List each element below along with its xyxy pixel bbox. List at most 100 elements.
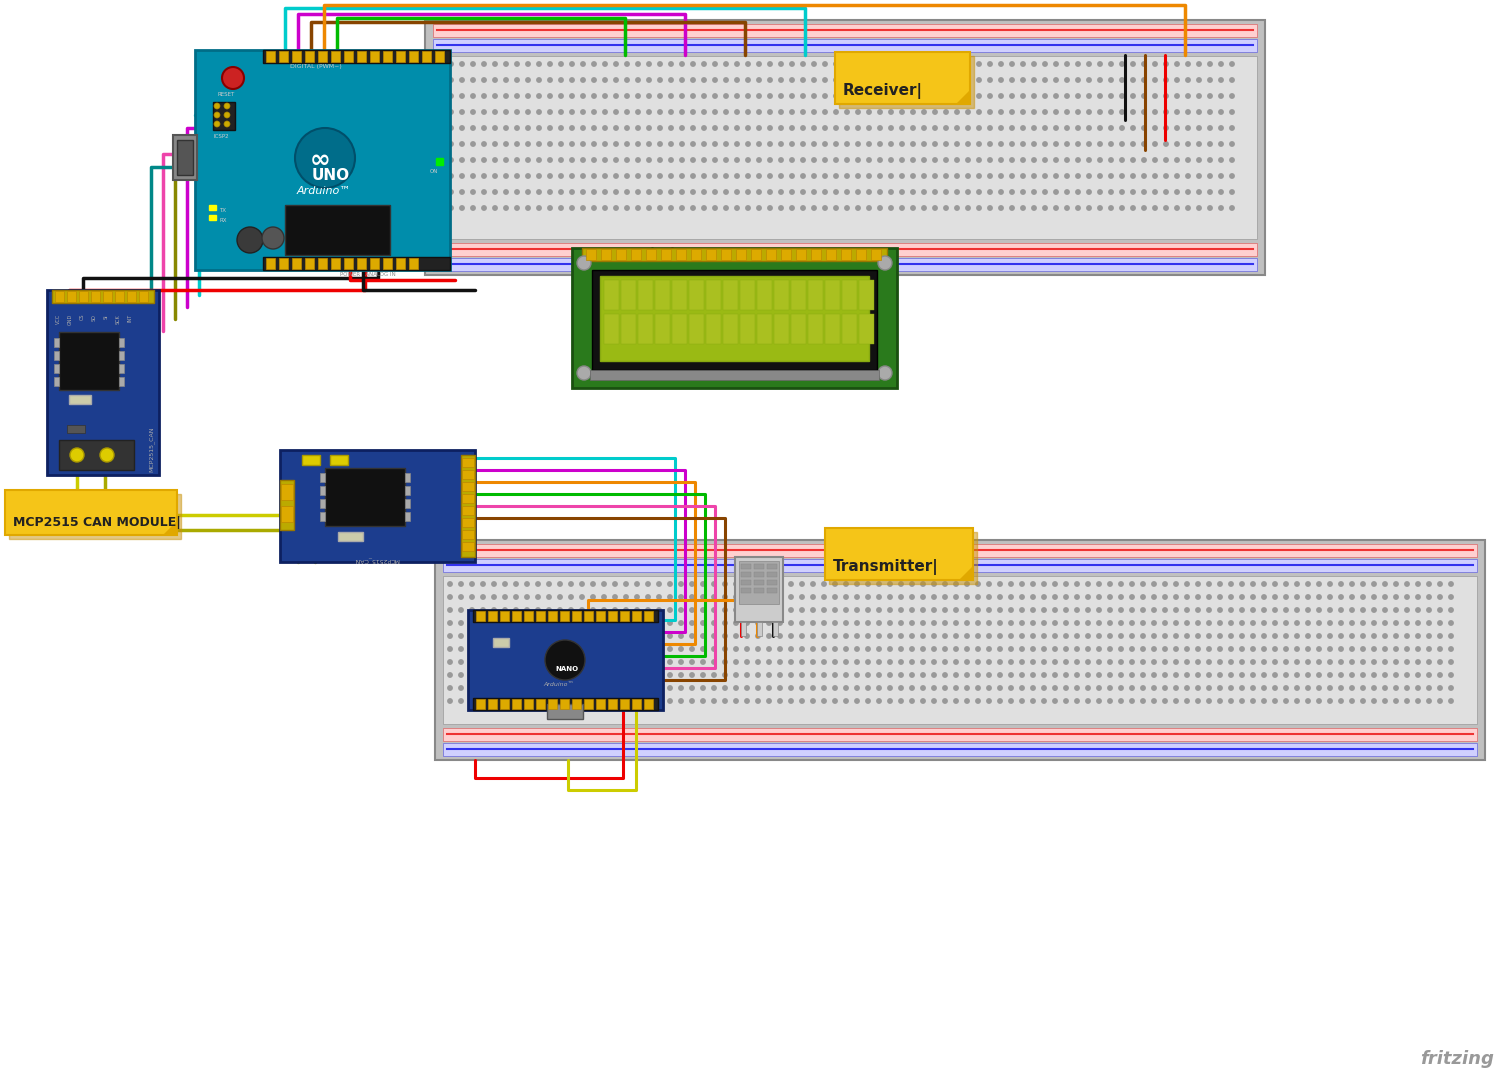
Bar	[774, 280, 789, 310]
Circle shape	[790, 158, 794, 162]
Circle shape	[778, 595, 782, 599]
Circle shape	[1108, 206, 1113, 211]
Circle shape	[503, 672, 507, 678]
Circle shape	[680, 659, 682, 664]
Circle shape	[591, 634, 596, 638]
Circle shape	[448, 174, 453, 178]
Circle shape	[680, 686, 682, 691]
Circle shape	[448, 126, 453, 130]
Circle shape	[768, 190, 772, 194]
Circle shape	[1220, 190, 1222, 194]
Circle shape	[1360, 582, 1365, 586]
Circle shape	[1262, 699, 1266, 703]
Circle shape	[898, 621, 903, 625]
Circle shape	[865, 686, 870, 691]
Circle shape	[1108, 582, 1112, 586]
Circle shape	[560, 62, 562, 67]
Circle shape	[900, 190, 904, 194]
Circle shape	[591, 686, 596, 691]
Circle shape	[1208, 634, 1210, 638]
Circle shape	[833, 699, 837, 703]
Circle shape	[956, 142, 958, 146]
Circle shape	[482, 595, 484, 599]
Circle shape	[1185, 595, 1190, 599]
Circle shape	[658, 77, 662, 83]
Circle shape	[1372, 595, 1376, 599]
Circle shape	[987, 582, 992, 586]
Circle shape	[548, 77, 552, 83]
Circle shape	[568, 699, 573, 703]
Circle shape	[944, 174, 948, 178]
Circle shape	[1142, 158, 1146, 162]
Circle shape	[657, 659, 662, 664]
Circle shape	[898, 582, 903, 586]
Circle shape	[778, 699, 782, 703]
Circle shape	[1174, 62, 1179, 67]
Circle shape	[1197, 158, 1202, 162]
Bar	[741, 622, 746, 636]
Circle shape	[1328, 582, 1332, 586]
Circle shape	[766, 699, 771, 703]
Circle shape	[954, 659, 958, 664]
Circle shape	[898, 608, 903, 612]
Circle shape	[1162, 659, 1167, 664]
Circle shape	[702, 158, 706, 162]
Circle shape	[966, 174, 970, 178]
Circle shape	[570, 62, 574, 67]
Circle shape	[1284, 634, 1288, 638]
Circle shape	[603, 126, 608, 130]
Circle shape	[614, 608, 616, 612]
Circle shape	[790, 77, 794, 83]
Circle shape	[712, 699, 716, 703]
Circle shape	[932, 621, 936, 625]
Circle shape	[900, 174, 904, 178]
Circle shape	[712, 621, 716, 625]
Bar	[118, 351, 124, 360]
Circle shape	[976, 158, 981, 162]
Circle shape	[976, 621, 980, 625]
Circle shape	[1032, 126, 1036, 130]
Circle shape	[471, 190, 476, 194]
Circle shape	[756, 672, 760, 678]
Circle shape	[921, 659, 926, 664]
Circle shape	[833, 595, 837, 599]
Circle shape	[723, 659, 728, 664]
Circle shape	[964, 608, 969, 612]
Circle shape	[1119, 621, 1124, 625]
Circle shape	[833, 582, 837, 586]
Circle shape	[460, 126, 464, 130]
Bar	[790, 314, 806, 344]
Circle shape	[1186, 158, 1190, 162]
Circle shape	[987, 659, 992, 664]
Circle shape	[702, 110, 706, 114]
Circle shape	[1406, 582, 1408, 586]
Circle shape	[636, 174, 640, 178]
Circle shape	[1197, 62, 1202, 67]
Circle shape	[888, 659, 892, 664]
Circle shape	[898, 647, 903, 651]
Text: TX: TX	[219, 208, 226, 213]
Bar	[442, 558, 1478, 572]
Circle shape	[526, 77, 530, 83]
Circle shape	[680, 206, 684, 211]
Circle shape	[1142, 672, 1144, 678]
Circle shape	[1010, 77, 1014, 83]
Circle shape	[812, 595, 814, 599]
Bar	[616, 249, 626, 260]
Circle shape	[976, 647, 980, 651]
Circle shape	[1251, 595, 1256, 599]
Circle shape	[700, 699, 705, 703]
Bar	[9, 494, 182, 539]
Circle shape	[1054, 174, 1058, 178]
Circle shape	[735, 174, 740, 178]
Circle shape	[1185, 582, 1190, 586]
Circle shape	[1030, 659, 1035, 664]
Circle shape	[657, 634, 662, 638]
Circle shape	[1022, 110, 1025, 114]
Circle shape	[692, 142, 694, 146]
Circle shape	[1096, 608, 1101, 612]
Text: NANO: NANO	[555, 666, 578, 672]
Circle shape	[910, 62, 915, 67]
Circle shape	[1065, 206, 1070, 211]
Circle shape	[822, 582, 827, 586]
